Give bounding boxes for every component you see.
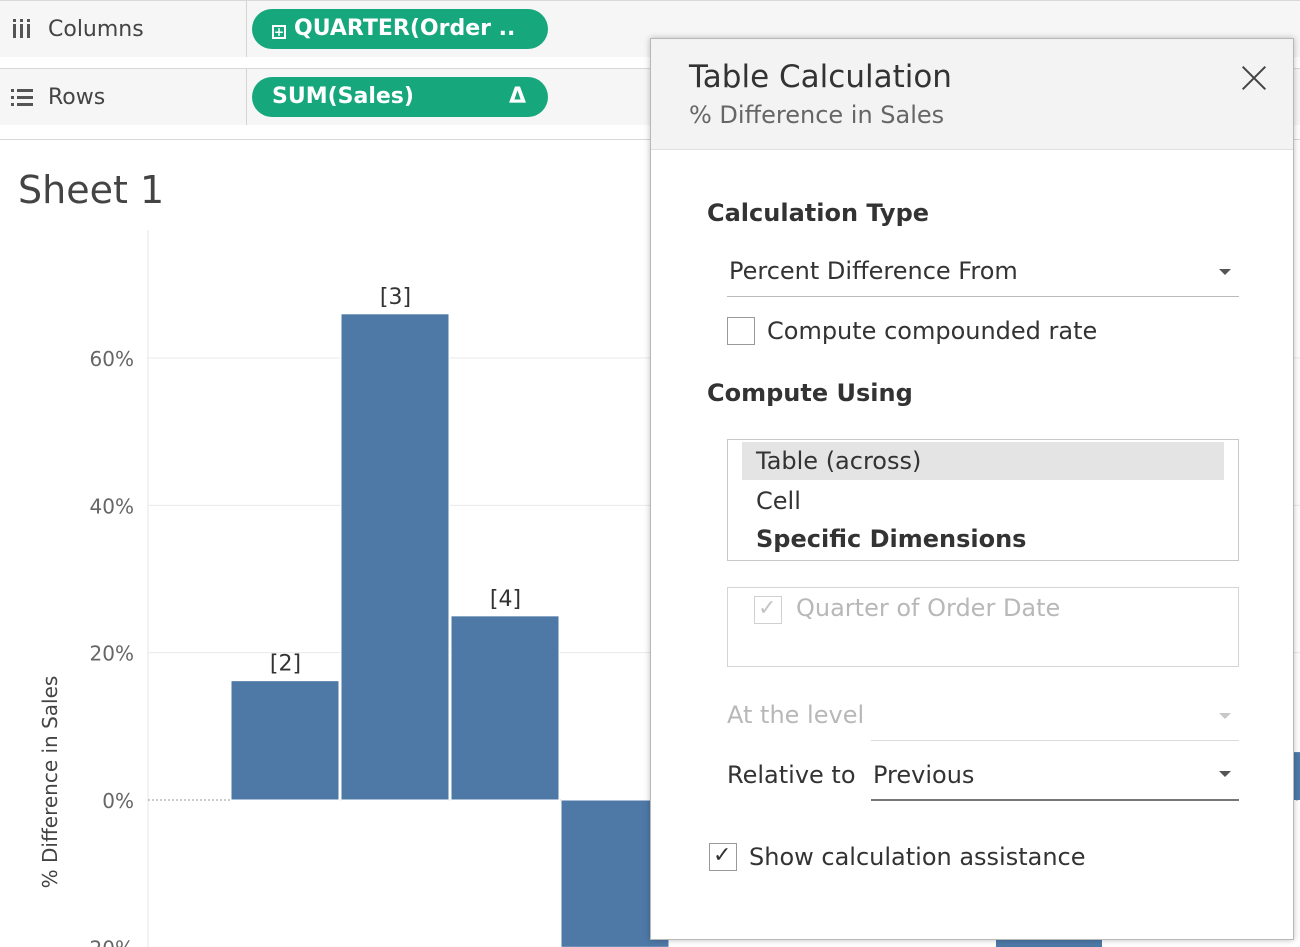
quarter-dimension-checkbox [754, 596, 782, 624]
dimensions-box: Quarter of Order Date [727, 587, 1239, 667]
sum-sales-pill[interactable]: SUM(Sales) Δ [252, 77, 548, 117]
dialog-subtitle: % Difference in Sales [689, 101, 945, 129]
calculation-type-value: Percent Difference From [729, 257, 1018, 285]
rows-shelf-label: Rows [48, 85, 106, 110]
y-tick-label: 40% [90, 494, 134, 518]
compute-using-list[interactable]: Table (across) Cell Specific Dimensions [727, 439, 1239, 561]
chevron-down-icon [1219, 269, 1231, 275]
columns-pill-label: QUARTER(Order .. [294, 16, 516, 41]
bar [230, 680, 340, 801]
list-item-specific-dimensions[interactable]: Specific Dimensions [756, 525, 1027, 553]
show-assistance-label: Show calculation assistance [749, 843, 1086, 871]
plus-box-icon[interactable]: + [272, 25, 286, 39]
quarter-dimension-label: Quarter of Order Date [796, 594, 1061, 622]
relative-to-select[interactable]: Previous [871, 757, 1239, 801]
quarter-order-date-pill[interactable]: + QUARTER(Order .. [252, 9, 548, 49]
compute-using-heading: Compute Using [707, 379, 913, 407]
rows-icon [10, 86, 34, 108]
bar-data-label: [3] [380, 285, 411, 310]
y-tick-label: 0% [102, 789, 134, 813]
calculation-type-heading: Calculation Type [707, 199, 930, 227]
y-tick-label: 20% [90, 642, 134, 666]
show-assistance-checkbox[interactable] [709, 843, 737, 871]
delta-icon: Δ [508, 84, 526, 109]
dialog-title: Table Calculation [689, 59, 952, 95]
calculation-type-select[interactable]: Percent Difference From [727, 255, 1239, 297]
at-the-level-select [871, 699, 1239, 741]
bar-chart: 60% 40% 20% 0% -20% [2] [3] [4] [82, 230, 1300, 947]
columns-shelf-label: Columns [48, 17, 144, 42]
compounded-rate-checkbox[interactable] [727, 317, 755, 345]
relative-to-value: Previous [873, 761, 975, 789]
list-item-table-across[interactable]: Table (across) [742, 442, 1224, 480]
dialog-header: Table Calculation % Difference in Sales [651, 39, 1293, 150]
sheet-title: Sheet 1 [18, 168, 165, 212]
y-axis-title: % Difference in Sales [38, 675, 62, 889]
chevron-down-icon [1219, 771, 1231, 777]
columns-icon [10, 18, 34, 40]
bar-data-label: [4] [490, 587, 521, 612]
compounded-rate-label: Compute compounded rate [767, 317, 1098, 345]
table-calculation-dialog: Table Calculation % Difference in Sales … [650, 38, 1294, 940]
bar-data-label: [2] [270, 652, 301, 677]
y-tick-label: 60% [90, 347, 134, 371]
y-tick-label: -20% [82, 936, 134, 947]
bar [340, 313, 450, 801]
rows-shelf-label-area: Rows [0, 69, 247, 125]
bar [450, 615, 560, 801]
chevron-down-icon [1219, 713, 1231, 719]
rows-pill-label: SUM(Sales) [272, 84, 414, 109]
at-the-level-label: At the level [727, 701, 865, 729]
close-icon[interactable] [1239, 63, 1269, 93]
list-item-cell[interactable]: Cell [756, 487, 801, 515]
bar [1294, 752, 1300, 800]
columns-shelf-label-area: Columns [0, 1, 247, 57]
relative-to-label: Relative to [727, 761, 856, 789]
